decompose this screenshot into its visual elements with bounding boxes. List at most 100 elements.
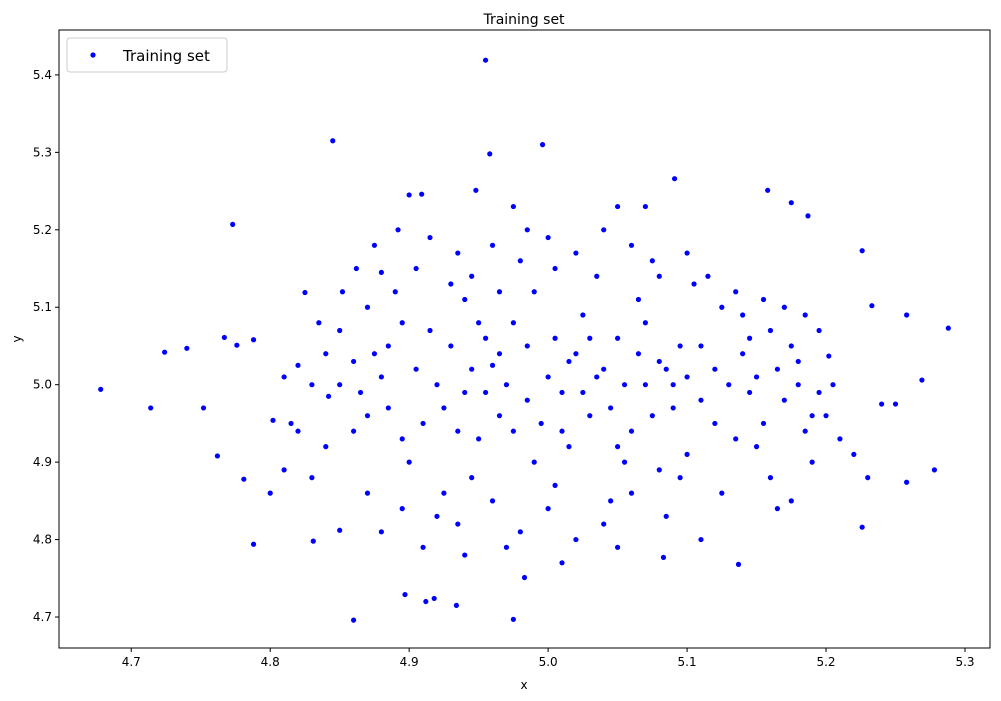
data-point bbox=[420, 420, 426, 427]
data-point bbox=[316, 320, 322, 326]
data-point bbox=[350, 617, 357, 623]
data-point bbox=[250, 541, 257, 547]
data-point bbox=[441, 405, 447, 411]
data-point bbox=[545, 234, 551, 241]
data-point bbox=[747, 335, 753, 341]
data-point bbox=[325, 393, 332, 399]
data-point bbox=[781, 397, 787, 403]
data-point bbox=[413, 366, 419, 372]
data-point bbox=[406, 459, 412, 465]
data-point bbox=[765, 187, 771, 193]
data-point bbox=[733, 289, 739, 295]
data-point bbox=[323, 444, 329, 450]
data-point bbox=[684, 451, 690, 457]
data-point bbox=[698, 397, 704, 403]
data-point bbox=[677, 343, 683, 349]
data-point bbox=[904, 479, 910, 485]
data-point bbox=[473, 187, 479, 193]
data-point bbox=[663, 513, 669, 519]
data-point bbox=[378, 529, 384, 535]
data-point bbox=[740, 351, 746, 357]
data-point bbox=[628, 428, 635, 434]
data-point bbox=[628, 490, 635, 496]
y-tick-label: 4.8 bbox=[33, 533, 52, 547]
data-point bbox=[448, 281, 454, 287]
data-point bbox=[214, 453, 221, 459]
data-point bbox=[615, 444, 621, 450]
data-point bbox=[402, 591, 408, 598]
data-point bbox=[545, 374, 551, 380]
data-point bbox=[809, 459, 815, 465]
data-point bbox=[601, 227, 607, 233]
data-point bbox=[521, 574, 528, 581]
data-point bbox=[635, 351, 642, 357]
data-point bbox=[453, 602, 460, 609]
data-point bbox=[931, 467, 938, 473]
data-point bbox=[489, 362, 496, 368]
data-point bbox=[337, 327, 343, 334]
data-point bbox=[851, 451, 857, 457]
data-point bbox=[469, 475, 475, 481]
data-point bbox=[698, 343, 704, 349]
data-point bbox=[869, 303, 875, 309]
data-point bbox=[892, 401, 899, 407]
data-point bbox=[392, 289, 398, 295]
data-point bbox=[774, 506, 780, 512]
data-point bbox=[677, 475, 683, 481]
data-point bbox=[413, 265, 419, 272]
data-point bbox=[399, 436, 405, 442]
data-point bbox=[496, 351, 503, 357]
data-point bbox=[747, 389, 753, 396]
data-point bbox=[476, 436, 482, 442]
data-point bbox=[350, 358, 357, 365]
data-point bbox=[364, 413, 371, 419]
data-point bbox=[510, 320, 516, 326]
data-point bbox=[482, 335, 489, 341]
data-point bbox=[608, 405, 614, 411]
data-point bbox=[545, 506, 551, 512]
data-point bbox=[656, 358, 662, 365]
data-point bbox=[510, 616, 516, 622]
data-point bbox=[455, 250, 461, 256]
data-point bbox=[469, 273, 475, 279]
data-point bbox=[350, 428, 357, 434]
data-point bbox=[531, 459, 537, 465]
data-point bbox=[802, 312, 808, 318]
data-point bbox=[406, 192, 412, 198]
data-point bbox=[642, 320, 648, 326]
data-point bbox=[517, 258, 523, 264]
data-point bbox=[670, 405, 676, 411]
data-point bbox=[904, 312, 910, 318]
data-point bbox=[524, 397, 530, 403]
data-point bbox=[580, 312, 586, 318]
data-point bbox=[795, 382, 801, 388]
legend: Training set bbox=[66, 37, 228, 73]
x-tick-label: 5.2 bbox=[816, 655, 835, 669]
legend-marker bbox=[90, 52, 96, 58]
data-point bbox=[642, 203, 648, 210]
data-point bbox=[538, 420, 544, 427]
data-point bbox=[726, 382, 732, 388]
data-point bbox=[250, 337, 257, 343]
data-point bbox=[735, 561, 742, 567]
data-point bbox=[489, 242, 496, 248]
data-point bbox=[566, 358, 572, 365]
data-point bbox=[608, 498, 614, 504]
data-point bbox=[601, 366, 607, 372]
data-point bbox=[148, 405, 154, 411]
data-point bbox=[684, 374, 690, 380]
data-point bbox=[270, 417, 276, 423]
data-point bbox=[859, 248, 865, 254]
data-point bbox=[760, 420, 767, 427]
y-axis-label: y bbox=[10, 335, 24, 342]
data-point bbox=[427, 327, 433, 334]
data-point bbox=[663, 366, 669, 372]
data-point bbox=[184, 345, 190, 351]
data-point bbox=[309, 475, 315, 481]
data-point bbox=[753, 444, 760, 450]
data-point bbox=[482, 57, 489, 63]
data-point bbox=[656, 467, 662, 473]
data-point bbox=[628, 242, 635, 248]
data-point bbox=[767, 475, 774, 481]
x-tick-label: 4.7 bbox=[122, 655, 141, 669]
